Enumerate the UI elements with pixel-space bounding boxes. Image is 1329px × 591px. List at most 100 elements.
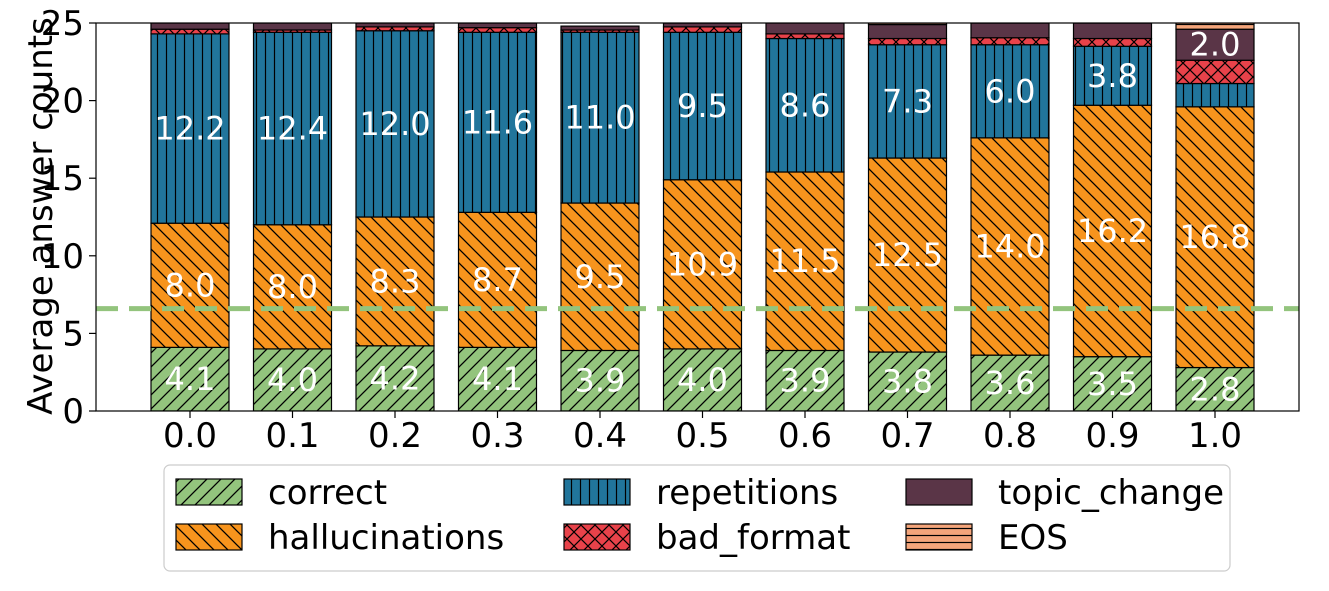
bar-segment-outline (1175, 23, 1255, 30)
bar-segment-topic_change-0.6 (765, 23, 845, 35)
y-tick-label: 0 (62, 392, 84, 432)
bar-segment-outline (970, 23, 1050, 39)
bar-segment-repetitions-0.6 (765, 37, 845, 173)
bar-segment-bad_format-0.3 (457, 27, 538, 33)
bar-segment-fill (561, 26, 639, 30)
bar-segment-fill (253, 23, 332, 30)
bar-segment-correct-0.3 (457, 346, 538, 411)
bar-segment-hatch (356, 26, 434, 31)
segment-value-label: 4.2 (370, 359, 421, 397)
bar-segment-repetitions-0.4 (560, 31, 640, 204)
legend-swatch-hatch (176, 479, 242, 505)
bar-segment-hatch (766, 350, 844, 411)
bar-segment-repetitions-0.2 (355, 30, 435, 218)
bar-segment-hatch (151, 33, 229, 224)
bar-segment-topic_change-0.8 (970, 23, 1050, 39)
segment-value-label: 14.0 (974, 227, 1045, 265)
bar-segment-hallucinations-0.4 (560, 202, 640, 352)
y-tick-label: 10 (41, 237, 84, 277)
segment-value-label: 12.5 (872, 236, 943, 274)
legend-item-correct: correct (175, 473, 387, 513)
bar-segment-hatch (1073, 46, 1152, 106)
bar-segment-hatch (1176, 367, 1254, 411)
bar-segment-hatch (868, 38, 947, 45)
bar-segment-hatch (663, 179, 742, 349)
bar-segment-topic_change-0.0 (150, 23, 230, 30)
segment-value-label: 11.0 (564, 99, 635, 137)
bar-segment-hatch (1176, 83, 1254, 107)
x-tick-label: 0.8 (983, 416, 1037, 456)
bar-segment-topic_change-1.0 (1175, 28, 1255, 61)
bar-segment-hatch (253, 29, 332, 33)
bar-segment-hatch (971, 137, 1049, 356)
y-tick-label: 5 (62, 314, 84, 354)
bar-segment-hatch (561, 32, 639, 204)
segment-value-label: 12.2 (154, 110, 225, 148)
bar-segment-hallucinations-0.2 (355, 216, 435, 347)
bar-segment-bad_format-0.6 (765, 33, 845, 40)
x-tick-label: 0.2 (368, 416, 422, 456)
bar-segment-hatch (1176, 23, 1254, 30)
bar-segment-correct-0.1 (252, 348, 333, 411)
axes-layer: 0 5 10 15 20 25 0.0 0.1 0.2 0.3 0.4 0.5 0.6 0.7 0.8 0.9… (41, 4, 1300, 456)
bar-segment-hatch (663, 32, 742, 180)
legend-swatch-outline (563, 523, 631, 551)
bar-segment-hatch (151, 347, 229, 411)
x-tick-label: 0.0 (163, 416, 217, 456)
bar-segment-hatch (356, 217, 434, 346)
legend-swatch-outline (905, 523, 973, 551)
bar-segment-hallucinations-1.0 (1175, 106, 1255, 369)
y-tick-label: 25 (41, 4, 84, 44)
bar-segment-outline (252, 23, 333, 31)
segment-value-label: 3.6 (985, 364, 1036, 402)
legend-swatch-hatch (906, 524, 972, 550)
bar-segment-EOS-0.7 (867, 23, 948, 26)
bar-segment-EOS-1.0 (1175, 23, 1255, 30)
segment-value-label: 3.9 (575, 362, 626, 400)
segment-value-label: 4.0 (677, 361, 728, 399)
bar-segment-hatch (868, 352, 947, 411)
bar-segment-topic_change-0.3 (457, 23, 538, 29)
bar-segment-hatch (766, 33, 844, 39)
bar-segment-hatch (253, 348, 332, 411)
bar-segment-hatch (971, 44, 1049, 138)
bar-segment-outline (662, 23, 743, 28)
segment-value-label: 16.8 (1179, 218, 1250, 256)
legend-item-EOS: EOS (905, 518, 1068, 558)
bar-segment-hatch (971, 355, 1049, 411)
x-tick-label: 0.5 (675, 416, 729, 456)
segment-value-label: 9.5 (575, 258, 626, 296)
segment-value-label: 3.8 (882, 363, 933, 401)
y-axis-label: Average answer counts (21, 17, 61, 415)
segment-labels-layer: 4.1 8.0 12.2 4.0 8.0 12.4 4.2 8.3 12.0 4.1 8.7 11.6… (154, 26, 1250, 409)
bar-segment-fill (663, 23, 742, 27)
bar-segment-hatch (1073, 356, 1152, 411)
segment-value-label: 16.2 (1077, 212, 1148, 250)
bar-segment-fill (766, 23, 844, 34)
bar-segment-hatch (151, 29, 229, 34)
bar-segment-bad_format-0.5 (662, 26, 743, 33)
legend-label: hallucinations (268, 518, 504, 558)
bar-segment-fill (1073, 23, 1152, 39)
legend-item-hallucinations: hallucinations (175, 518, 504, 558)
legend-item-bad_format: bad_format (563, 518, 850, 558)
bar-segment-topic_change-0.1 (252, 23, 333, 31)
legend-label: bad_format (656, 518, 850, 558)
bar-segment-topic_change-0.4 (560, 25, 640, 31)
segment-value-label: 8.7 (472, 261, 523, 299)
segment-value-label: 12.4 (257, 110, 328, 148)
bar-segment-correct-0.6 (765, 349, 845, 411)
legend-item-topic_change: topic_change (905, 473, 1224, 513)
plot-frame (95, 22, 1300, 412)
bar-segment-hatch (868, 158, 947, 353)
bar-segment-hatch (253, 224, 332, 349)
x-tick-label: 0.1 (265, 416, 319, 456)
legend-swatch-hatch (564, 479, 630, 505)
legend-label: topic_change (998, 473, 1224, 513)
bar-segment-topic_change-0.5 (662, 23, 743, 28)
bar-segment-hatch (458, 32, 537, 213)
bar-segment-fill (868, 24, 947, 39)
bar-segment-correct-0.2 (355, 345, 435, 411)
legend-swatch-outline (563, 478, 631, 506)
legend-item-repetitions: repetitions (563, 473, 838, 513)
